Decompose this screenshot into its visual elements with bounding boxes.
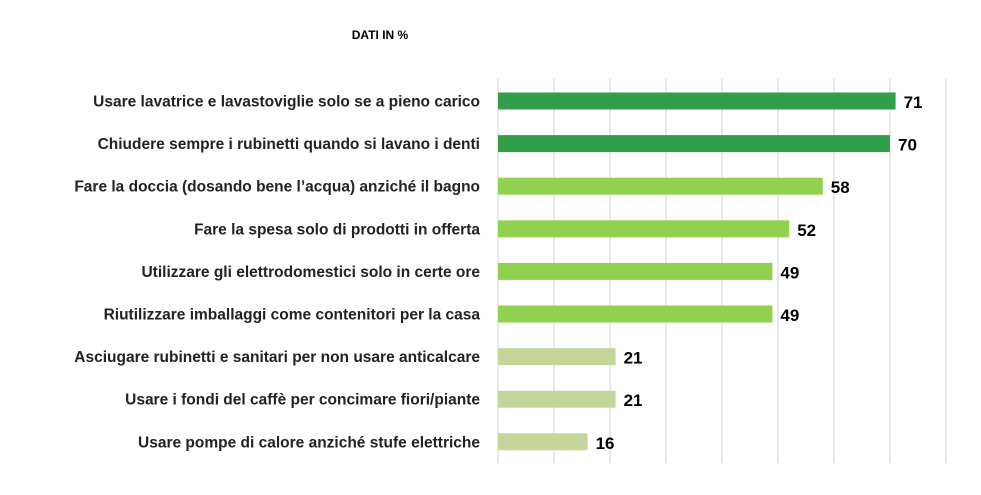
- bar: [498, 348, 616, 366]
- category-label: Fare la doccia (dosando bene l’acqua) an…: [74, 179, 480, 196]
- bar: [498, 433, 588, 451]
- data-label: 71: [904, 93, 923, 112]
- category-label: Riutilizzare imballaggi come contenitori…: [104, 307, 481, 324]
- category-label: Asciugare rubinetti e sanitari per non u…: [74, 349, 480, 366]
- data-label: 70: [898, 136, 917, 155]
- bar: [498, 177, 823, 195]
- category-label: Chiudere sempre i rubinetti quando si la…: [98, 136, 480, 153]
- bar: [498, 92, 896, 110]
- category-label: Fare la spesa solo di prodotti in offert…: [194, 221, 480, 238]
- data-label: 16: [596, 434, 615, 453]
- data-label: 49: [780, 306, 799, 325]
- data-label: 21: [624, 391, 643, 410]
- data-label: 58: [831, 178, 850, 197]
- data-label: 52: [797, 221, 816, 240]
- category-label: Utilizzare gli elettrodomestici solo in …: [141, 264, 480, 281]
- category-label: Usare pompe di calore anziché stufe elet…: [138, 434, 480, 451]
- chart-title: DATI IN %: [351, 28, 409, 42]
- bar: [498, 390, 616, 408]
- bar: [498, 262, 773, 280]
- category-label: Usare i fondi del caffè per concimare fi…: [125, 392, 480, 409]
- bar: [498, 135, 890, 153]
- bar: [498, 220, 790, 238]
- category-label: Usare lavatrice e lavastoviglie solo se …: [93, 94, 480, 111]
- data-label: 21: [624, 349, 643, 368]
- bar: [498, 305, 773, 323]
- data-label: 49: [780, 263, 799, 282]
